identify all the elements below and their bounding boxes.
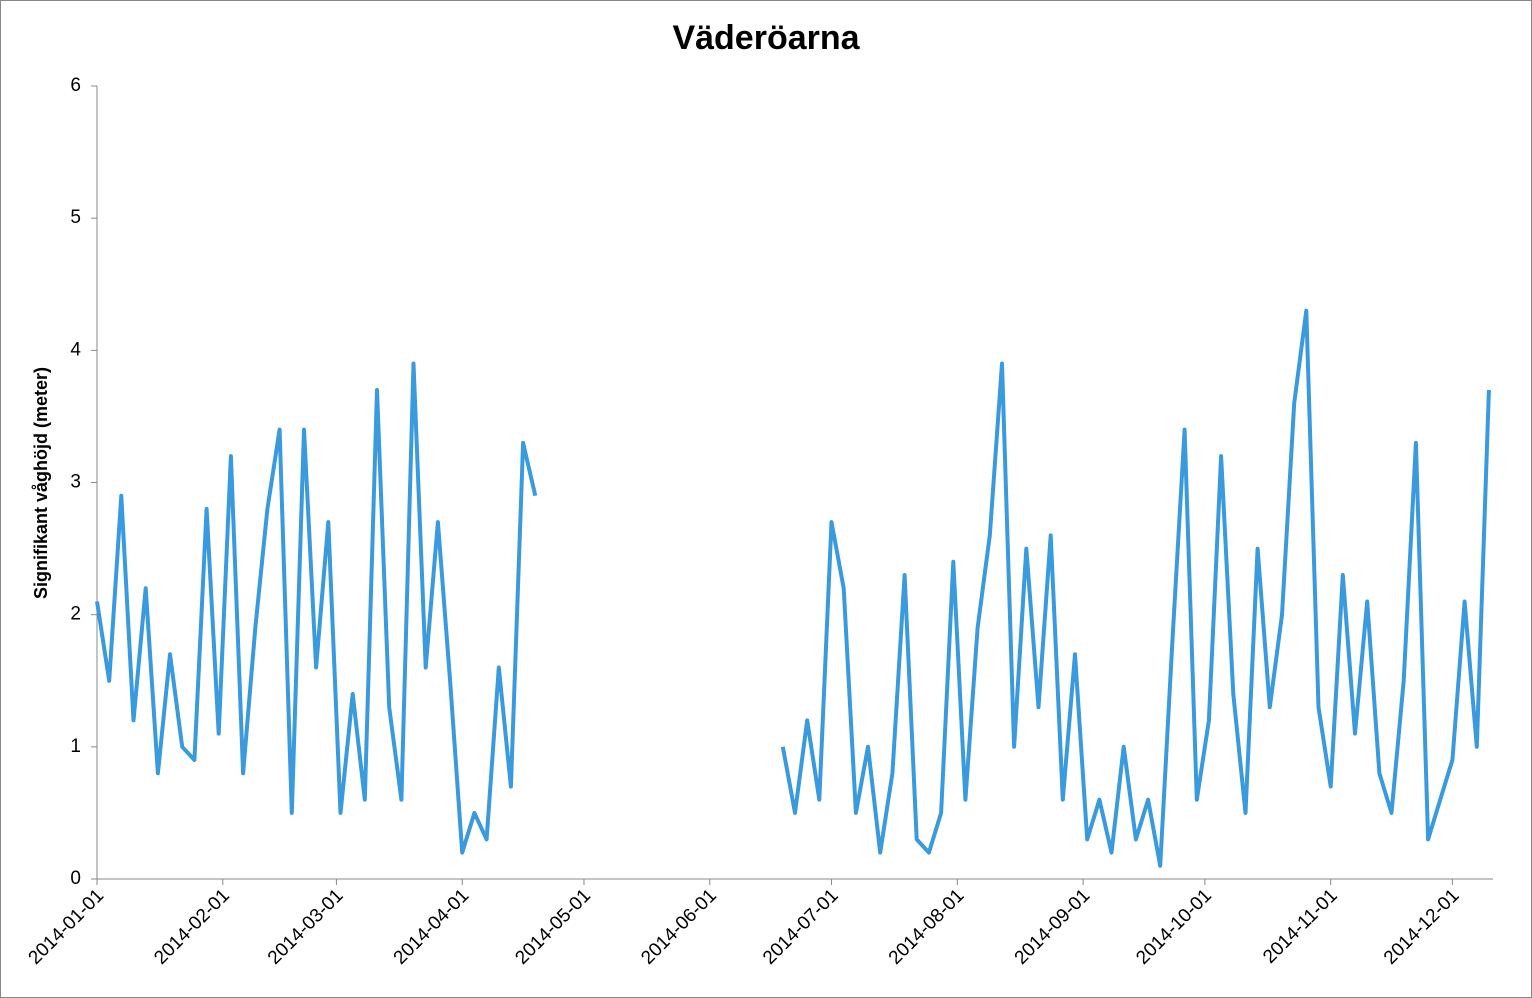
y-tick-label: 1 [70,736,81,757]
chart-title: Väderöarna [672,19,860,57]
y-tick-label: 0 [70,868,81,889]
y-tick-label: 3 [70,472,81,493]
y-axis-label: Signifikant våghöjd (meter) [31,367,51,599]
y-tick-label: 6 [70,75,81,96]
data-line [95,308,1491,868]
y-tick-label: 5 [70,207,81,228]
y-tick-label: 2 [70,604,81,625]
y-tick-label: 4 [70,339,81,360]
